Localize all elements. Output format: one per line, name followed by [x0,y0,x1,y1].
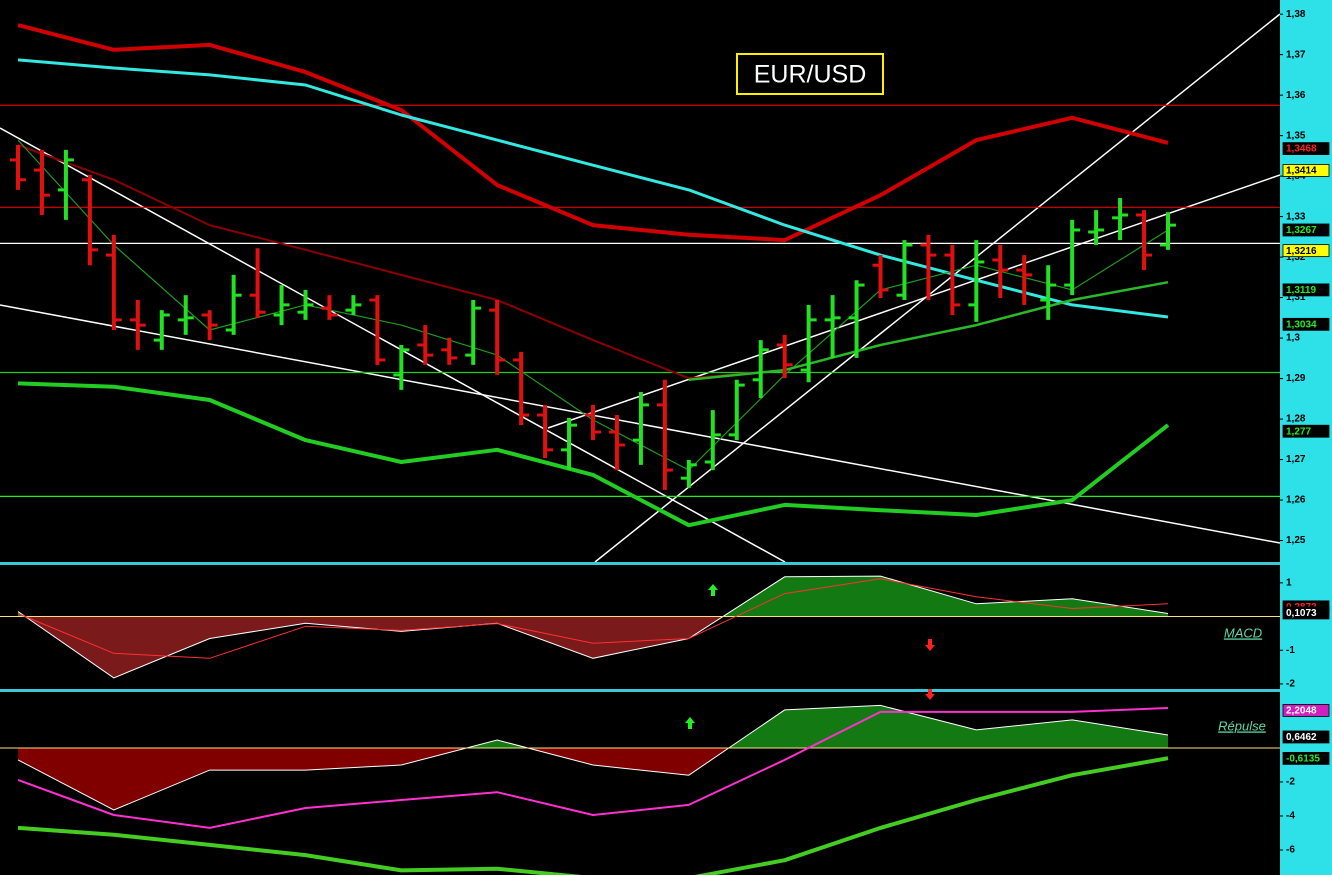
y-tick-label: -4 [1286,811,1295,822]
value-tag-box [1282,164,1330,177]
value-tag-box [1282,283,1330,297]
value-tag-box [1282,244,1330,258]
y-tick-label: 1,37 [1286,49,1306,60]
y-tick-label: 1,35 [1286,130,1306,141]
value-tag: 2,2048 [1286,706,1317,717]
sell-arrow [925,639,935,651]
area-positive [18,705,1168,748]
trend-line [0,127,786,562]
y-tick-label: -2 [1286,679,1295,690]
value-tag: 1,3267 [1286,225,1317,236]
indicator-line [17,707,1169,829]
buy-arrow [685,717,695,729]
trend-line [547,174,1280,429]
value-tag-box [1282,142,1330,155]
value-tag: 1,3119 [1286,285,1316,296]
value-tag: 1,3468 [1286,144,1317,155]
area-group [18,576,1168,617]
y-tick-label: 1,38 [1286,9,1306,20]
value-tag-box [1282,424,1330,438]
y-tick-label: 1,27 [1286,454,1306,465]
macd-panel [0,575,1280,679]
sell-arrow [925,689,935,700]
chart-title: EUR/USD [754,61,867,89]
y-tick-label: 1,36 [1286,90,1306,101]
area-group [25,616,723,678]
area-positive [18,576,1168,617]
indicator-line [17,381,1170,528]
value-tag-box [1282,704,1330,717]
area-group [18,705,1168,748]
indicator-line [17,23,1169,243]
value-tag-box [1282,606,1330,620]
buy-arrow [708,584,718,596]
y-tick-label: -2 [1286,777,1295,788]
indicator-label: Répulse [1218,718,1266,733]
y-tick-label: 1,3 [1286,333,1300,344]
value-tag-box [1282,317,1330,331]
axis-labels: 1,381,371,361,351,341,331,321,311,31,291… [1280,9,1330,856]
value-tag-box [1282,751,1330,765]
repulse-panel [0,704,1280,875]
value-tag-box [1282,730,1330,744]
indicator-line [17,144,785,380]
area-negative [25,616,723,678]
indicator-label: MACD [1224,625,1262,640]
value-tag: 1,3414 [1286,166,1317,177]
indicator-line [17,578,1169,659]
value-tag: -0,6135 [1286,754,1320,765]
y-tick-label: 1,25 [1286,535,1306,546]
indicator-line [17,756,1169,875]
indicator-line [688,280,1169,382]
value-tag: 1,277 [1286,426,1311,437]
y-tick-label: -6 [1286,845,1295,856]
area-outline [17,704,1169,811]
y-tick-label: 1,28 [1286,414,1306,425]
value-tag: 0,1073 [1286,608,1317,619]
value-tag-box [1282,223,1330,237]
y-tick-label: 1,26 [1286,495,1306,506]
price-panel [0,13,1280,562]
area-negative [18,747,729,810]
y-tick-label: -1 [1286,645,1295,656]
area-group [18,747,729,810]
value-tag: 0,6462 [1286,732,1317,743]
y-tick-label: 1,33 [1286,211,1306,222]
value-tag: 1,3216 [1286,246,1317,257]
value-tag: 1,3034 [1286,319,1317,330]
y-tick-label: 1,31 [1286,292,1306,303]
title-box [736,53,884,95]
area-outline [17,575,1169,679]
y-tick-label: 1,32 [1286,252,1306,263]
y-tick-label: 1 [1286,577,1292,588]
y-tick-label: 1,29 [1286,373,1306,384]
